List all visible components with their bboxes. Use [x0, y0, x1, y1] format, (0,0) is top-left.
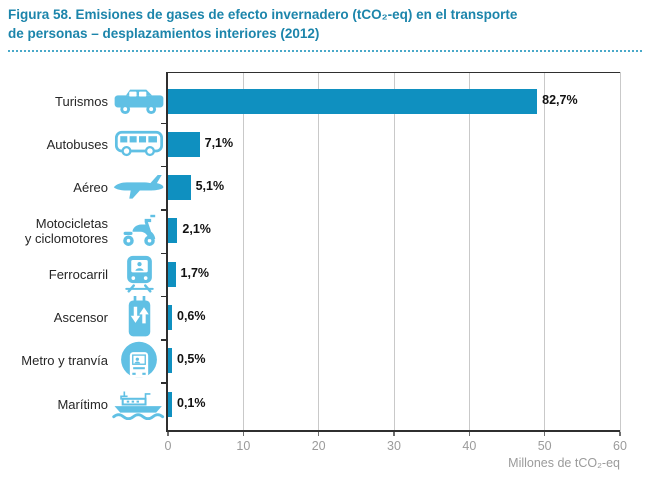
- scooter-icon: [110, 209, 168, 253]
- y-axis-category-tick: [161, 295, 166, 298]
- category-label: Autobuses: [46, 136, 108, 152]
- x-axis-line: [166, 430, 620, 432]
- value-label: 0,5%: [177, 352, 206, 367]
- category-label: Metro y tranvía: [21, 353, 108, 369]
- x-axis-tick: [167, 432, 169, 436]
- value-label: 5,1%: [195, 179, 225, 194]
- y-axis-line: [166, 72, 168, 432]
- bar: [168, 175, 191, 201]
- metro-icon: [110, 339, 168, 383]
- x-tick-label: 40: [462, 439, 477, 453]
- gridline: [544, 72, 546, 432]
- figure-title-line1: Figura 58. Emisiones de gases de efecto …: [8, 7, 518, 22]
- gridline: [242, 72, 244, 432]
- x-axis-tick: [317, 432, 320, 436]
- y-axis-category-tick: [161, 339, 166, 341]
- x-tick-label: 30: [387, 439, 401, 453]
- gridline: [393, 72, 395, 432]
- x-axis-unit-label: Millones de tCO₂-eq: [508, 456, 620, 470]
- bar: [168, 348, 172, 374]
- plot-top-border: [167, 72, 620, 74]
- category-label: Motocicletas y ciclomotores: [24, 215, 108, 246]
- category-label: Turismos: [55, 93, 108, 109]
- y-axis-category-tick: [161, 122, 166, 125]
- value-label: 0,1%: [177, 395, 206, 410]
- plane-icon: [110, 166, 168, 210]
- gridline: [619, 72, 621, 432]
- figure-title-line2: de personas – desplazamientos interiores…: [8, 26, 320, 41]
- x-tick-label: 10: [236, 439, 251, 453]
- x-tick-label: 0: [164, 439, 172, 453]
- bar: [168, 261, 176, 287]
- bar: [168, 391, 172, 417]
- x-tick-label: 60: [613, 439, 627, 453]
- train-icon: [110, 252, 168, 296]
- bar: [168, 88, 538, 114]
- x-axis-tick: [543, 432, 546, 436]
- y-axis-category-tick: [161, 209, 166, 211]
- category-label: Marítimo: [57, 396, 108, 412]
- y-axis-category-tick: [161, 165, 166, 168]
- y-axis-category-tick: [161, 252, 166, 254]
- car-icon: [110, 79, 168, 123]
- bar: [168, 131, 200, 157]
- category-label: Aéreo: [73, 180, 108, 196]
- value-label: 0,6%: [177, 309, 206, 323]
- elevator-icon: [110, 296, 168, 340]
- x-tick-label: 20: [311, 439, 326, 453]
- x-axis-tick: [468, 432, 471, 436]
- value-label: 2,1%: [182, 222, 211, 237]
- gridline: [468, 72, 470, 432]
- bus-icon: [110, 122, 168, 166]
- x-axis-tick: [242, 432, 245, 436]
- ship-icon: [110, 382, 168, 426]
- category-label: Ascensor: [53, 310, 108, 325]
- x-axis-tick: [619, 432, 621, 436]
- y-axis-category-tick: [161, 382, 166, 384]
- gridline: [318, 72, 320, 432]
- value-label: 7,1%: [204, 135, 234, 150]
- x-axis-tick: [393, 432, 395, 436]
- value-label: 1,7%: [180, 265, 210, 280]
- title-separator-dotted-line: [8, 50, 642, 52]
- value-label: 82,7%: [542, 92, 578, 107]
- bar: [168, 218, 178, 244]
- category-label: Ferrocarril: [48, 266, 108, 282]
- figure-title: Figura 58. Emisiones de gases de efecto …: [8, 5, 638, 43]
- x-tick-label: 50: [537, 439, 552, 453]
- bar: [168, 305, 172, 330]
